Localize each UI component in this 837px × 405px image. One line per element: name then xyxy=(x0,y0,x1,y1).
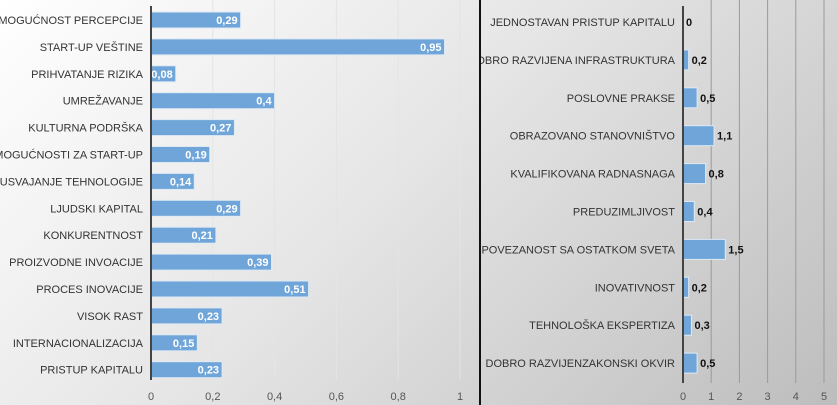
data-label: 0,29 xyxy=(216,203,237,215)
data-label: 0,08 xyxy=(151,69,172,81)
data-label: 0,8 xyxy=(709,169,724,181)
x-tick-label: 1 xyxy=(457,391,463,403)
left-bar-chart: 0 0,2 0,4 0,6 0,8 1 MOGUĆNOST PERCEPCIJE 0,29 ST… xyxy=(0,0,463,403)
category-label: PRIHVATANJE RIZIKA xyxy=(31,69,144,81)
data-label: 0,14 xyxy=(170,176,192,188)
data-label: 0,39 xyxy=(247,257,268,269)
data-label: 1,5 xyxy=(728,244,743,256)
x-tick-label: 5 xyxy=(821,391,827,403)
category-label: UMREŽAVANJE xyxy=(63,95,143,108)
category-label: INOVATIVNOST xyxy=(595,282,676,294)
category-label: MOGUĆNOST PERCEPCIJE xyxy=(0,14,143,27)
category-label: LJUDSKI KAPITAL xyxy=(50,203,143,215)
data-label: 0,27 xyxy=(210,123,231,135)
bar xyxy=(150,38,446,56)
category-label: KONKURENTNOST xyxy=(43,230,143,242)
data-label: 0,23 xyxy=(198,311,219,323)
data-label: 0,4 xyxy=(256,96,272,108)
category-label: PREDUZIMLJIVOST xyxy=(573,207,675,219)
data-label: 0,95 xyxy=(420,42,441,54)
category-label: PROCES INOVACIJE xyxy=(36,284,143,296)
x-tick-label: 0 xyxy=(148,391,154,403)
category-label: MOGUĆNOSTI ZA START-UP xyxy=(0,149,143,162)
data-label: 1,1 xyxy=(717,131,732,143)
category-label: USVAJANJE TEHNOLOGIJE xyxy=(0,176,143,188)
bar xyxy=(682,352,698,374)
data-label: 0,5 xyxy=(700,358,715,370)
category-label: POVEZANOST SA OSTATKOM SVETA xyxy=(481,244,675,256)
x-tick-label: 3 xyxy=(765,391,771,403)
bar xyxy=(682,201,695,222)
data-label: 0,23 xyxy=(198,365,219,377)
data-label: 0,29 xyxy=(216,15,237,27)
bar xyxy=(682,87,698,109)
category-label: PROIZVODNE INVOACIJE xyxy=(9,257,143,269)
x-tick-label: 0,4 xyxy=(267,391,282,403)
data-label: 0,2 xyxy=(692,282,707,294)
x-tick-label: 4 xyxy=(793,391,799,403)
data-label: 0,2 xyxy=(692,55,707,67)
bar xyxy=(682,125,715,147)
data-label: 0,5 xyxy=(700,93,715,105)
category-label: OBRAZOVANO STANOVNIŠTVO xyxy=(510,130,676,143)
data-label: 0,4 xyxy=(697,207,713,219)
x-tick-label: 1 xyxy=(708,391,714,403)
bar xyxy=(682,238,726,260)
data-label: 0 xyxy=(686,17,692,29)
category-label: KVALIFIKOVANA RADNASNAGA xyxy=(510,169,675,181)
category-label: DOBRO RAZVIJENA INFRASTRUKTURA xyxy=(481,55,676,67)
category-label: TEHNOLOŠKA EKSPERTIZA xyxy=(529,319,676,332)
category-label: POSLOVNE PRAKSE xyxy=(567,93,675,105)
category-label: VISOK RAST xyxy=(77,311,143,323)
data-label: 0,15 xyxy=(173,338,194,350)
category-label: START-UP VEŠTINE xyxy=(40,41,143,54)
data-label: 0,21 xyxy=(191,230,212,242)
category-label: KULTURNA PODRŠKA xyxy=(28,122,143,135)
x-tick-label: 0,2 xyxy=(205,391,220,403)
category-label: INTERNACIONALIZACIJA xyxy=(13,338,144,350)
data-label: 0,3 xyxy=(694,320,709,332)
category-label: JEDNOSTAVAN PRISTUP KAPITALU xyxy=(490,17,675,29)
x-tick-label: 2 xyxy=(736,391,742,403)
data-label: 0,51 xyxy=(284,284,305,296)
x-tick-label: 0,6 xyxy=(329,391,344,403)
bar xyxy=(682,163,707,185)
category-label: DOBRO RAZVIJENZAKONSKI OKVIR xyxy=(486,358,676,370)
x-tick-label: 0,8 xyxy=(391,391,406,403)
bar xyxy=(682,314,692,336)
right-bar-chart: 0 1 2 3 4 5 JEDNOSTAVAN PRISTUP KAPITALU 0 DOBRO… xyxy=(481,0,827,403)
category-label: PRISTUP KAPITALU xyxy=(40,365,143,377)
data-label: 0,19 xyxy=(185,150,206,162)
x-tick-label: 0 xyxy=(680,391,686,403)
chart-divider xyxy=(479,0,481,405)
